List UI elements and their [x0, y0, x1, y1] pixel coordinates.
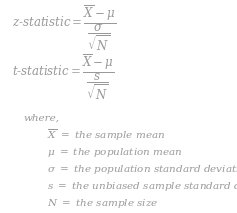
Text: $\sigma$ $=$ the population standard deviation: $\sigma$ $=$ the population standard dev… — [47, 163, 237, 176]
Text: $\overline{X}$ $=$ the sample mean: $\overline{X}$ $=$ the sample mean — [47, 127, 166, 143]
Text: $s$ $=$ the unbiased sample standard deviation: $s$ $=$ the unbiased sample standard dev… — [47, 180, 237, 193]
Text: $\mu$ $=$ the population mean: $\mu$ $=$ the population mean — [47, 146, 183, 159]
Text: where,: where, — [24, 114, 60, 123]
Text: $t\text{-}statistic = \dfrac{\overline{X} - \mu}{\dfrac{s}{\sqrt{N}}}$: $t\text{-}statistic = \dfrac{\overline{X… — [12, 53, 114, 102]
Text: $z\text{-}statistic = \dfrac{\overline{X} - \mu}{\dfrac{\sigma}{\sqrt{N}}}$: $z\text{-}statistic = \dfrac{\overline{X… — [12, 4, 116, 53]
Text: $N$ $=$ the sample size: $N$ $=$ the sample size — [47, 197, 159, 210]
